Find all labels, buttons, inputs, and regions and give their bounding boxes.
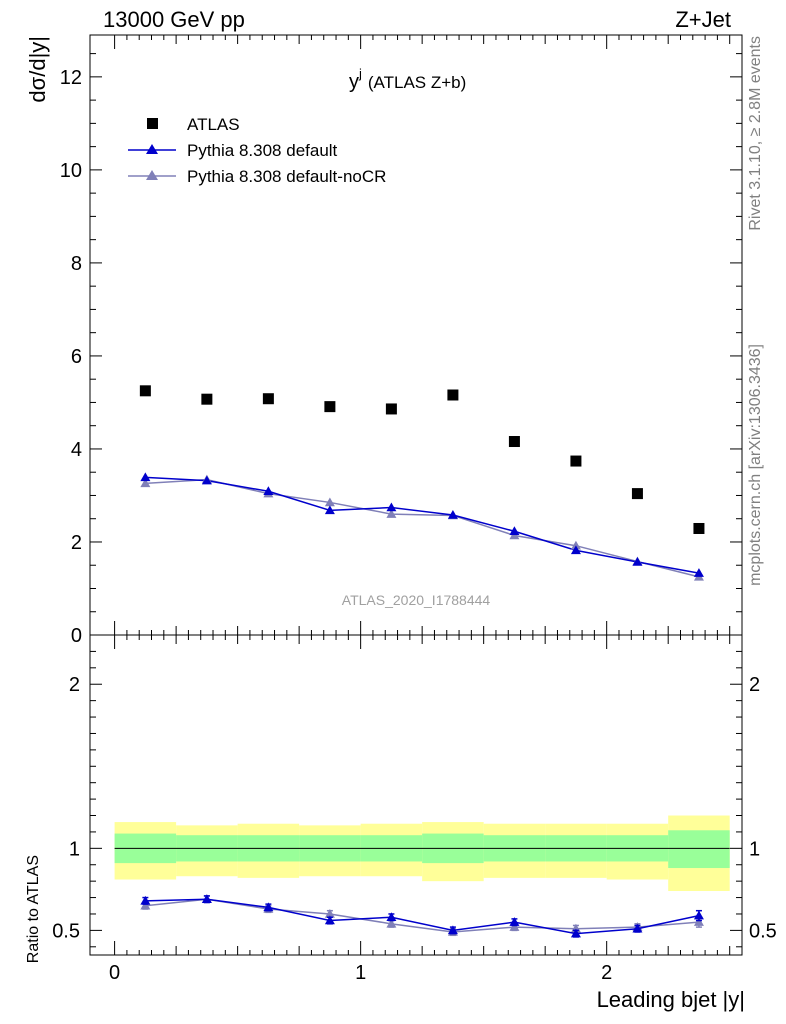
point-default xyxy=(324,505,335,515)
ratio-default-nocr-point xyxy=(693,917,704,926)
point-atlas xyxy=(631,488,643,500)
ratio-default-point xyxy=(263,902,274,912)
ratio-default-point xyxy=(201,894,212,903)
ratio-default-nocr-point xyxy=(140,900,151,910)
point-atlas xyxy=(324,401,336,413)
mcplots-label: mcplots.cern.ch [arXiv:1306.3436] xyxy=(747,344,764,586)
main-y-tick-label: 12 xyxy=(60,67,82,89)
point-default xyxy=(140,472,151,482)
point-default xyxy=(201,475,212,485)
point-atlas xyxy=(693,522,705,534)
ratio-default-point xyxy=(570,928,581,938)
plot-title-suffix: (ATLAS Z+b) xyxy=(368,73,466,92)
point-atlas xyxy=(570,455,582,467)
point-default xyxy=(632,556,643,566)
legend-nocr-label: Pythia 8.308 default-noCR xyxy=(187,167,386,186)
point-atlas xyxy=(139,385,151,397)
ratio-y-tick-label-right: 0.5 xyxy=(749,920,777,942)
legend-nocr-marker xyxy=(146,170,158,180)
point-atlas xyxy=(385,403,397,415)
main-y-tick-label: 0 xyxy=(71,625,82,647)
point-atlas xyxy=(508,436,520,448)
point-default xyxy=(570,545,581,555)
main-plot-area: 0 2 4 6 8 10 12 xyxy=(60,34,743,647)
x-axis-label: Leading bjet |y| xyxy=(597,987,745,1012)
point-default xyxy=(386,502,397,512)
x-tick-label: 2 xyxy=(601,962,612,984)
header-process-label: Z+Jet xyxy=(675,7,731,32)
legend: ATLAS Pythia 8.308 default Pythia 8.308 … xyxy=(128,115,386,186)
plot-title-main: y xyxy=(349,71,359,93)
ratio-y-axis-label: Ratio to ATLAS xyxy=(25,855,42,963)
series-line-default-nocr xyxy=(145,478,700,578)
point-default xyxy=(509,526,520,536)
legend-atlas-label: ATLAS xyxy=(187,115,240,134)
point-default-nocr xyxy=(386,509,397,518)
ratio-default-nocr-point xyxy=(509,922,520,931)
main-y-tick-label: 2 xyxy=(71,532,82,554)
ratio-y-tick-label-left: 2 xyxy=(69,674,80,696)
rivet-version-label: Rivet 3.1.10, ≥ 2.8M events xyxy=(747,36,764,231)
point-default-nocr xyxy=(140,478,151,488)
main-y-axis-label: dσ/d|y| xyxy=(25,36,50,103)
x-tick-label: 0 xyxy=(109,962,120,984)
point-atlas xyxy=(262,393,274,405)
legend-default-label: Pythia 8.308 default xyxy=(187,141,338,160)
ratio-y-tick-label-right: 2 xyxy=(749,674,760,696)
ratio-default-nocr-line xyxy=(145,898,700,933)
legend-default-marker xyxy=(146,144,158,154)
point-default-nocr xyxy=(570,540,581,550)
main-y-tick-label: 4 xyxy=(71,439,82,461)
header-energy-label: 13000 GeV pp xyxy=(103,7,245,32)
ratio-default-nocr-point xyxy=(386,918,397,928)
ratio-default-line xyxy=(145,898,700,935)
point-default xyxy=(693,568,704,577)
ratio-plot-frame xyxy=(89,634,743,956)
main-y-tick-label: 6 xyxy=(71,346,82,368)
main-y-tick-label: 8 xyxy=(71,253,82,275)
point-default xyxy=(447,510,458,519)
ratio-y-tick-label-right: 1 xyxy=(749,838,760,860)
plot-title: yj (ATLAS Z+b) xyxy=(349,66,466,93)
point-default-nocr xyxy=(324,497,335,507)
point-atlas xyxy=(201,393,213,405)
ratio-default-point xyxy=(693,910,704,920)
ratio-default-point xyxy=(632,923,643,933)
analysis-watermark: ATLAS_2020_I1788444 xyxy=(342,592,491,608)
main-y-tick-label: 10 xyxy=(60,160,82,182)
series-line-default xyxy=(145,476,700,574)
ratio-default-point xyxy=(509,917,520,926)
ratio-default-point xyxy=(140,895,151,905)
ratio-default-nocr-point xyxy=(324,908,335,918)
x-tick-label: 1 xyxy=(355,962,366,984)
legend-atlas-marker xyxy=(147,118,158,129)
ratio-default-point xyxy=(386,912,397,922)
ratio-default-point xyxy=(324,915,335,925)
point-atlas xyxy=(447,389,459,401)
point-default xyxy=(263,486,274,496)
ratio-default-point xyxy=(447,925,458,935)
ratio-y-tick-label-left: 1 xyxy=(69,838,80,860)
plot-title-superscript: j xyxy=(358,66,362,81)
ratio-y-tick-label-left: 0.5 xyxy=(52,920,80,942)
ratio-plot-area: 0.5 0.5 1 1 2 2 0 1 2 xyxy=(52,634,777,984)
uncertainty-band-inner xyxy=(668,830,730,869)
